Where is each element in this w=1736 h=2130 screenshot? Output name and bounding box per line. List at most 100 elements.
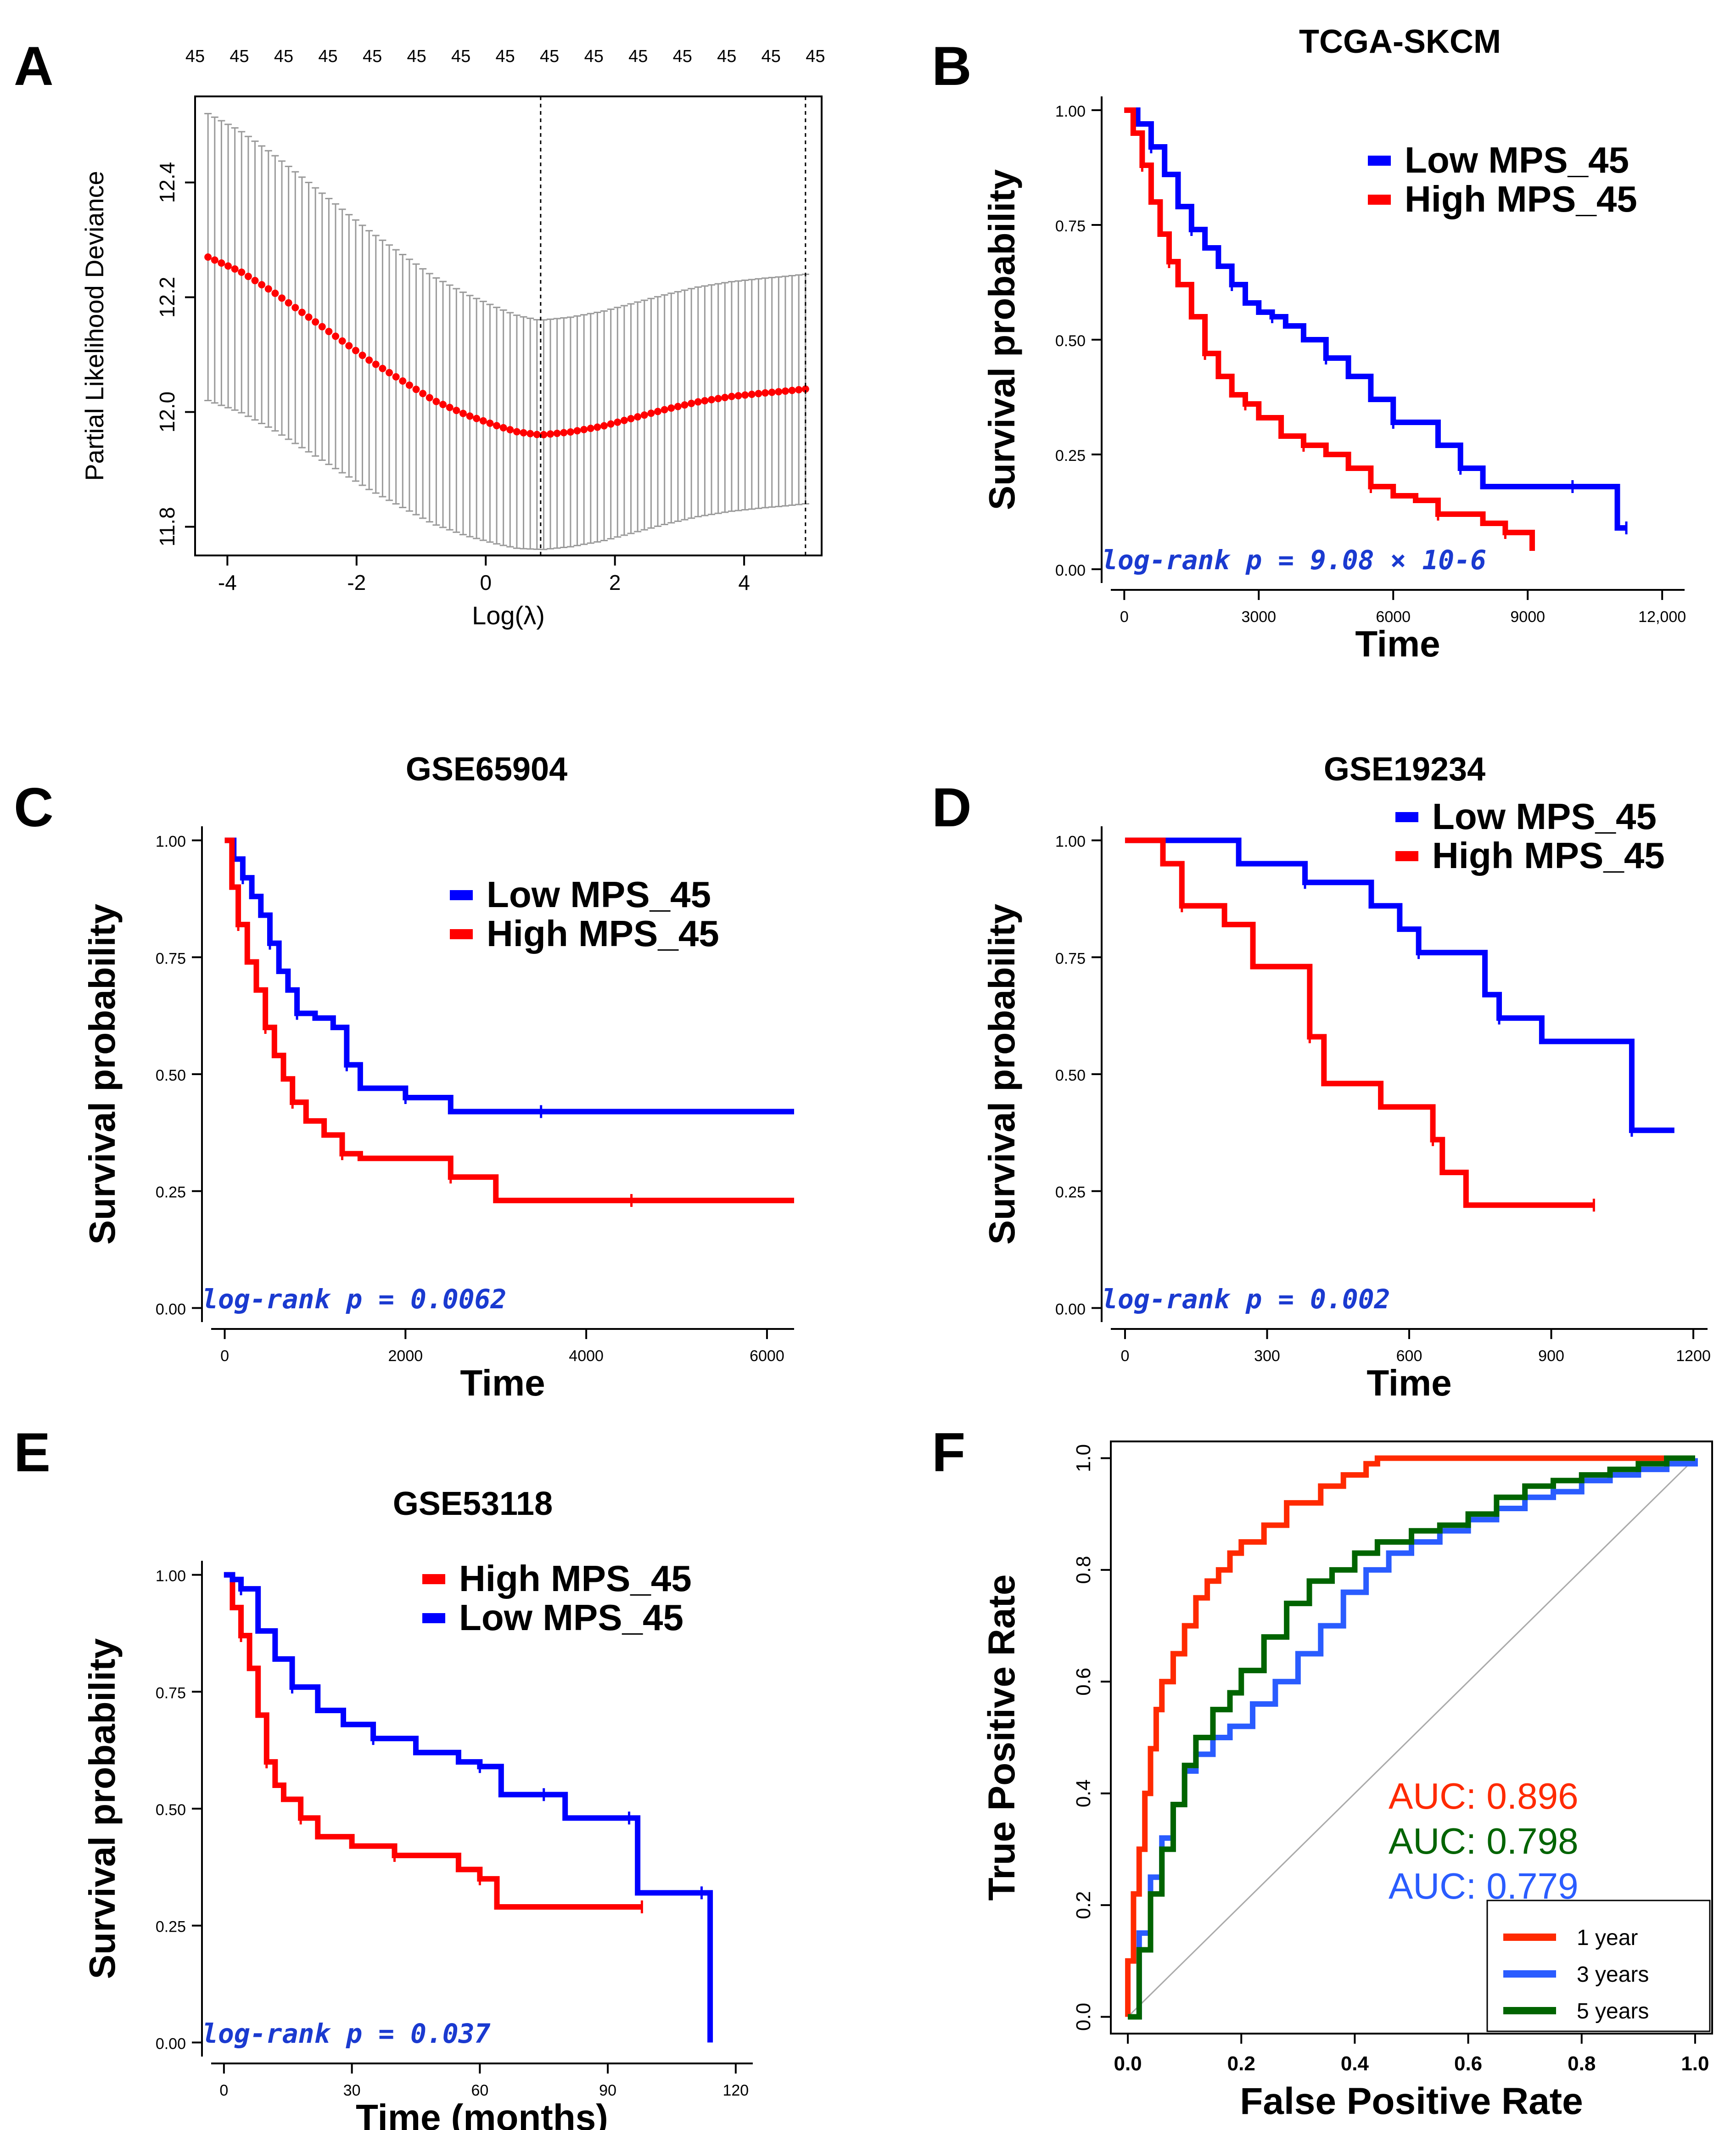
deviance-point <box>372 360 380 368</box>
deviance-point <box>244 273 252 280</box>
y-tick-label: 1.0 <box>1072 1444 1095 1472</box>
deviance-point <box>768 388 776 396</box>
top-axis-label: 45 <box>185 47 205 66</box>
top-axis-label: 45 <box>628 47 648 66</box>
deviance-point <box>681 401 689 409</box>
deviance-point <box>459 409 467 417</box>
y-tick-label: 0.25 <box>156 1918 186 1936</box>
legend-label: Low MPS_45 <box>459 1597 683 1638</box>
legend-label: High MPS_45 <box>1405 179 1637 219</box>
auc-label: AUC: 0.896 <box>1389 1776 1579 1816</box>
y-axis-title: Survival probability <box>981 169 1022 510</box>
x-tick-label: 0.0 <box>1114 2052 1142 2075</box>
top-axis-label: 45 <box>717 47 736 66</box>
deviance-point <box>412 386 420 393</box>
deviance-point <box>405 381 413 389</box>
chart-title: GSE53118 <box>393 1485 553 1522</box>
y-axis-title: Survival probability <box>82 1638 123 1979</box>
deviance-point <box>218 259 225 267</box>
legend-label: Low MPS_45 <box>487 874 711 915</box>
deviance-point <box>795 386 803 393</box>
deviance-point <box>520 429 527 437</box>
x-tick-label: 6000 <box>750 1347 784 1365</box>
auc-label: AUC: 0.798 <box>1389 1821 1579 1861</box>
panel-letter-a: A <box>14 35 54 97</box>
deviance-point <box>278 294 286 302</box>
y-tick-label: 12.2 <box>155 277 179 318</box>
panel-letter-e: E <box>14 1422 50 1483</box>
chart-title: GSE19234 <box>1324 751 1485 788</box>
deviance-point <box>506 426 514 434</box>
panel-b-axes: 0 3000 6000 9000 12,000 0.00 0.25 0.50 0.75 1.00 T… <box>981 96 1686 664</box>
panel-d-axes: 0 300 600 900 1200 0.00 0.25 0.50 0.75 1.00 Time Su… <box>981 826 1711 1403</box>
y-tick-label: 0.00 <box>1055 562 1086 579</box>
deviance-point <box>587 425 594 432</box>
deviance-point <box>627 415 635 422</box>
deviance-point <box>298 308 306 316</box>
y-tick-label: 12.4 <box>155 162 179 203</box>
deviance-point <box>566 428 574 436</box>
deviance-point <box>251 277 259 285</box>
x-axis-title: Time (months) <box>356 2097 608 2130</box>
deviance-point <box>741 391 749 399</box>
y-tick-label: 0.00 <box>156 1300 186 1318</box>
plot-frame <box>194 95 823 556</box>
deviance-point <box>312 318 319 326</box>
deviance-point <box>654 408 662 415</box>
deviance-point <box>647 409 655 417</box>
y-tick-label: 0.75 <box>1055 218 1086 235</box>
x-tick-label: 0.2 <box>1227 2052 1255 2075</box>
deviance-point <box>473 415 481 422</box>
top-axis-label: 45 <box>540 47 559 66</box>
deviance-point <box>358 352 366 359</box>
panel-e-axes: 0 30 60 90 120 0.00 0.25 0.50 0.75 1.00 Time (mont… <box>82 1561 753 2130</box>
deviance-point <box>258 281 266 289</box>
y-tick-label: 0.50 <box>156 1801 186 1819</box>
y-tick-label: 0.4 <box>1072 1779 1095 1807</box>
deviance-point <box>325 328 333 336</box>
km-curve-low <box>1124 107 1627 531</box>
deviance-point <box>379 364 386 372</box>
deviance-point <box>560 429 568 437</box>
x-tick-label: 0 <box>220 1347 229 1365</box>
x-tick-label: 90 <box>599 2082 616 2099</box>
x-tick-label: 6000 <box>1376 608 1411 626</box>
log-rank-annotation: log-rank p = 9.08 × 10-6 <box>1102 544 1486 576</box>
deviance-point <box>264 285 272 293</box>
top-axis-label: 45 <box>363 47 382 66</box>
y-tick-label: 1.00 <box>1055 103 1086 120</box>
deviance-point <box>399 377 407 385</box>
y-tick-label: 0.00 <box>1055 1300 1086 1318</box>
x-tick-label: 4 <box>738 571 750 594</box>
legend-label: High MPS_45 <box>459 1558 692 1599</box>
deviance-point <box>694 398 702 406</box>
top-axis-label: 45 <box>318 47 337 66</box>
y-axis-title: Survival probability <box>981 903 1022 1244</box>
deviance-point <box>204 253 212 261</box>
deviance-point <box>533 431 541 438</box>
x-tick-label: 0.8 <box>1568 2052 1596 2075</box>
deviance-point <box>439 401 447 409</box>
y-tick-label: 0.75 <box>1055 950 1086 967</box>
y-axis-title: Partial Likelihood Deviance <box>80 171 109 481</box>
deviance-point <box>788 387 796 394</box>
roc-curve-2 <box>1128 1455 1695 2020</box>
top-axis-label: 45 <box>673 47 692 66</box>
legend-label: High MPS_45 <box>487 913 719 954</box>
deviance-point <box>224 262 232 270</box>
chart-title: GSE65904 <box>406 751 567 788</box>
deviance-point <box>781 387 789 395</box>
log-rank-annotation: log-rank p = 0.0062 <box>202 1284 506 1315</box>
deviance-point <box>479 417 487 425</box>
deviance-point <box>238 268 246 276</box>
y-axis-title: Survival probability <box>82 903 123 1244</box>
x-tick-label: 300 <box>1254 1347 1280 1365</box>
deviance-point <box>271 289 279 297</box>
chart-title: TCGA-SKCM <box>1299 23 1501 60</box>
deviance-point <box>285 299 292 307</box>
deviance-point <box>634 413 642 421</box>
x-tick-label: 9000 <box>1510 608 1545 626</box>
deviance-point <box>661 406 668 414</box>
y-tick-label: 1.00 <box>156 833 186 851</box>
top-axis-label: 45 <box>407 47 426 66</box>
